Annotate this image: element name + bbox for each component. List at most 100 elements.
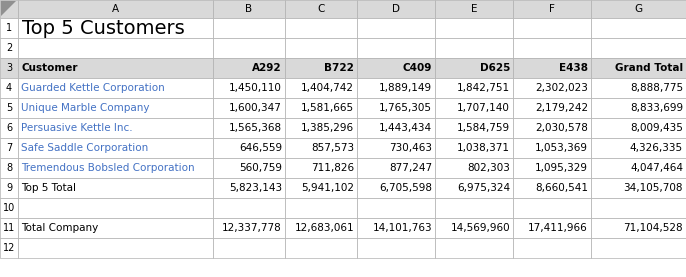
Bar (285, 158, 357, 178)
Bar (0, 178, 18, 198)
Text: 857,573: 857,573 (311, 143, 354, 153)
Text: 6,975,324: 6,975,324 (457, 183, 510, 193)
Bar (513, 238, 591, 258)
Bar (513, 118, 591, 138)
Text: 2,030,578: 2,030,578 (535, 123, 588, 133)
Text: 14,101,763: 14,101,763 (372, 223, 432, 233)
Bar (591, 98, 686, 118)
Text: 2,302,023: 2,302,023 (535, 83, 588, 93)
Bar (285, 198, 357, 218)
Text: 8,660,541: 8,660,541 (535, 183, 588, 193)
Bar (285, 78, 357, 98)
Text: 11: 11 (3, 223, 15, 233)
Text: 1,600,347: 1,600,347 (229, 103, 282, 113)
Text: C: C (318, 4, 324, 14)
Bar (0, 78, 18, 98)
Text: 1,053,369: 1,053,369 (535, 143, 588, 153)
Bar (435, 38, 513, 58)
Text: Top 5 Total: Top 5 Total (21, 183, 76, 193)
Bar (513, 78, 591, 98)
Text: Unique Marble Company: Unique Marble Company (21, 103, 150, 113)
Text: 1,765,305: 1,765,305 (379, 103, 432, 113)
Text: 1,095,329: 1,095,329 (535, 163, 588, 173)
Bar (435, 58, 513, 78)
Bar (357, 158, 435, 178)
Text: Tremendous Bobsled Corporation: Tremendous Bobsled Corporation (21, 163, 195, 173)
Text: 14,569,960: 14,569,960 (451, 223, 510, 233)
Text: Customer: Customer (21, 63, 78, 73)
Bar (213, 0, 285, 18)
Text: Total Company: Total Company (21, 223, 98, 233)
Text: 4,047,464: 4,047,464 (630, 163, 683, 173)
Bar (0, 38, 18, 58)
Bar (213, 98, 285, 118)
Text: 1,038,371: 1,038,371 (457, 143, 510, 153)
Bar (18, 118, 213, 138)
Bar (18, 58, 213, 78)
Text: 1,450,110: 1,450,110 (229, 83, 282, 93)
Text: 877,247: 877,247 (389, 163, 432, 173)
Bar (18, 178, 213, 198)
Bar (213, 58, 285, 78)
Text: 6: 6 (6, 123, 12, 133)
Bar (285, 38, 357, 58)
Bar (591, 0, 686, 18)
Text: 1,842,751: 1,842,751 (457, 83, 510, 93)
Text: F: F (549, 4, 555, 14)
Text: Grand Total: Grand Total (615, 63, 683, 73)
Bar (285, 238, 357, 258)
Text: 7: 7 (6, 143, 12, 153)
Text: 560,759: 560,759 (239, 163, 282, 173)
Text: 12: 12 (3, 243, 15, 253)
Bar (0, 198, 18, 218)
Text: 5,823,143: 5,823,143 (229, 183, 282, 193)
Text: 1,404,742: 1,404,742 (301, 83, 354, 93)
Bar (435, 98, 513, 118)
Bar (0, 18, 18, 38)
Bar (435, 78, 513, 98)
Bar (0, 118, 18, 138)
Bar (18, 238, 213, 258)
Text: 9: 9 (6, 183, 12, 193)
Bar (0, 98, 18, 118)
Text: C409: C409 (403, 63, 432, 73)
Bar (18, 158, 213, 178)
Bar (213, 158, 285, 178)
Text: G: G (635, 4, 643, 14)
Bar (513, 138, 591, 158)
Bar (591, 138, 686, 158)
Text: 3: 3 (6, 63, 12, 73)
Bar (513, 38, 591, 58)
Bar (357, 138, 435, 158)
Bar (435, 18, 513, 38)
Bar (435, 218, 513, 238)
Bar (435, 238, 513, 258)
Bar (18, 198, 213, 218)
Bar (591, 178, 686, 198)
Bar (0, 238, 18, 258)
Bar (591, 238, 686, 258)
Bar (213, 198, 285, 218)
Polygon shape (1, 1, 16, 16)
Text: B722: B722 (324, 63, 354, 73)
Bar (513, 178, 591, 198)
Text: E438: E438 (559, 63, 588, 73)
Bar (213, 78, 285, 98)
Bar (213, 218, 285, 238)
Text: 711,826: 711,826 (311, 163, 354, 173)
Bar (18, 78, 213, 98)
Bar (0, 0, 18, 18)
Text: 4: 4 (6, 83, 12, 93)
Bar (435, 158, 513, 178)
Text: 8: 8 (6, 163, 12, 173)
Text: D: D (392, 4, 400, 14)
Text: A292: A292 (252, 63, 282, 73)
Bar (357, 238, 435, 258)
Text: 12,683,061: 12,683,061 (294, 223, 354, 233)
Bar (513, 198, 591, 218)
Bar (591, 78, 686, 98)
Bar (213, 238, 285, 258)
Bar (513, 158, 591, 178)
Bar (213, 178, 285, 198)
Text: Guarded Kettle Corporation: Guarded Kettle Corporation (21, 83, 165, 93)
